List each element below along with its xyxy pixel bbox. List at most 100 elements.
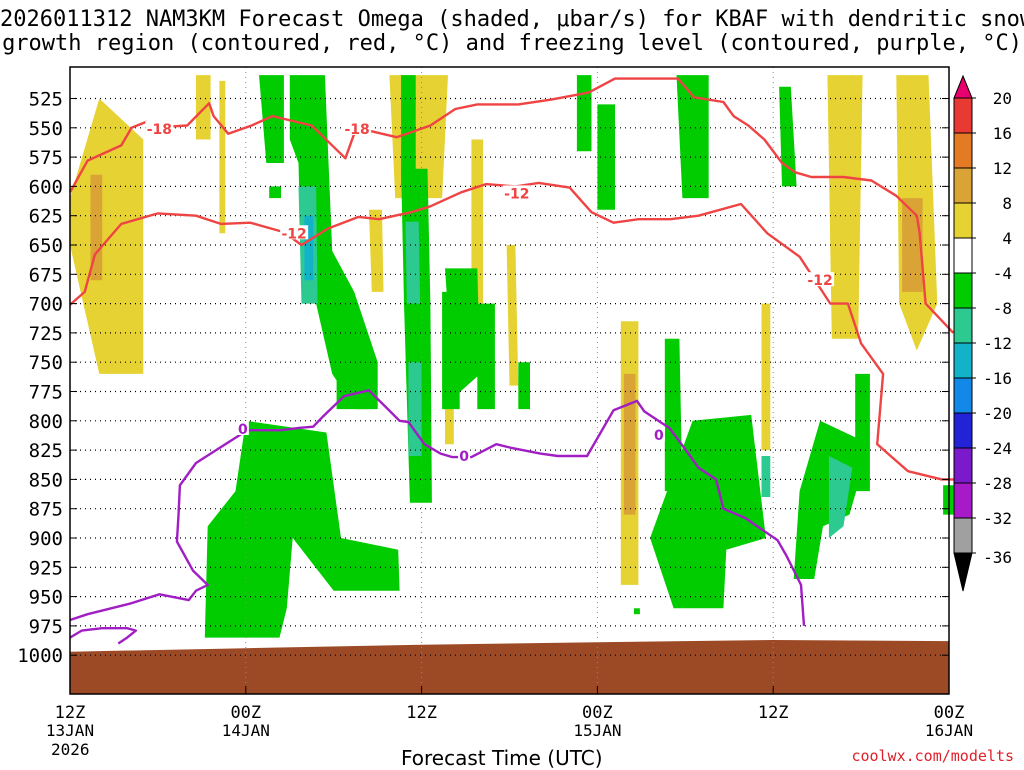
omega-shade-13 <box>623 373 636 515</box>
colorbar-top-triangle <box>953 74 973 99</box>
colorbar-swatch <box>953 447 973 484</box>
omega-shade-31 <box>779 86 797 187</box>
contour-label: 0 <box>238 422 248 438</box>
omega-shade-7 <box>506 245 519 386</box>
terrain-fill <box>70 640 949 694</box>
omega-shading <box>70 75 954 638</box>
x-tick-label: 12Z <box>406 703 437 723</box>
contour-label-bg <box>280 225 309 240</box>
y-tick-label: 950 <box>29 587 63 609</box>
y-tick-label: 675 <box>29 264 63 286</box>
omega-shade-25 <box>597 104 615 210</box>
omega-shade-12 <box>90 174 103 281</box>
y-axis: 525 550 575 600 625 650 675 700 725 750 775 800 825 8… <box>17 89 949 667</box>
colorbar-swatch <box>953 132 973 169</box>
contour-label: -18 <box>147 122 172 138</box>
y-tick-label: 975 <box>29 616 63 638</box>
x-tick-label: 00Z <box>582 703 613 723</box>
y-tick-label: 900 <box>29 528 63 550</box>
chart-title-line1: 2026011312 NAM3KM Forecast Omega (shaded… <box>0 7 1024 32</box>
y-tick-label: 525 <box>29 89 63 111</box>
y-tick-label: 600 <box>29 176 63 198</box>
contour-label: 0 <box>459 449 469 465</box>
colorbar-label: -20 <box>983 404 1012 423</box>
y-tick-label: 800 <box>29 411 63 433</box>
omega-shade-26 <box>676 75 709 199</box>
contour-label-bg <box>145 120 174 135</box>
colorbar-label: 12 <box>993 159 1012 178</box>
x-tick-date: 14JAN <box>222 721 270 740</box>
omega-shade-1 <box>196 75 211 140</box>
colorbar-swatch <box>953 412 973 449</box>
colorbar-swatch <box>953 307 973 344</box>
omega-shade-3 <box>368 209 384 292</box>
colorbar-swatch <box>953 237 973 274</box>
x-tick-date: 13JAN <box>46 721 94 740</box>
colorbar-swatch <box>953 272 973 309</box>
omega-shade-16 <box>269 186 281 199</box>
omega-shade-38 <box>408 362 422 456</box>
x-tick-label: 00Z <box>230 703 261 723</box>
colorbar-swatch <box>953 482 973 519</box>
omega-shade-10 <box>827 75 863 339</box>
colorbar-label: -24 <box>983 439 1012 458</box>
colorbar-label: 16 <box>993 124 1012 143</box>
omega-shade-22 <box>477 303 495 410</box>
omega-shade-0 <box>70 98 144 374</box>
omega-shade-15 <box>259 75 284 163</box>
omega-shade-21 <box>442 291 460 410</box>
colorbar-swatch <box>953 342 973 379</box>
terrain <box>70 640 949 694</box>
contour-label: -12 <box>281 226 306 242</box>
contour-label-bg <box>806 272 835 287</box>
y-tick-label: 650 <box>29 235 63 257</box>
y-tick-label: 575 <box>29 147 63 169</box>
y-tick-label: 925 <box>29 557 63 579</box>
colorbar-swatch <box>953 167 973 204</box>
colorbar-label: -8 <box>993 299 1012 318</box>
contour-label-bg <box>236 421 249 436</box>
y-tick-label: 1000 <box>17 645 63 667</box>
colorbar-swatch <box>953 202 973 239</box>
colorbar-label: -32 <box>983 509 1012 528</box>
colorbar-label: 20 <box>993 89 1012 108</box>
colorbar-swatch <box>953 517 973 554</box>
colorbar-label: -4 <box>993 264 1012 283</box>
y-tick-label: 725 <box>29 323 63 345</box>
contour-label: 0 <box>654 428 664 444</box>
omega-shade-33 <box>855 373 870 492</box>
colorbar-swatch <box>953 97 973 134</box>
omega-shade-39 <box>761 456 771 497</box>
y-tick-label: 825 <box>29 440 63 462</box>
omega-shade-30 <box>650 414 766 609</box>
omega-shade-27 <box>664 338 683 492</box>
omega-shade-40 <box>828 456 853 538</box>
plot-frame <box>69 66 950 695</box>
y-tick-label: 550 <box>29 118 63 140</box>
colorbar: 20 16 12 8 4 -4 -8 -12 -16 -20 -24 -28 -32 -36 <box>953 74 1012 592</box>
omega-shade-24 <box>576 75 592 152</box>
omega-shade-37 <box>405 221 421 304</box>
x-tick-label: 12Z <box>55 703 86 723</box>
y-tick-label: 775 <box>29 382 63 404</box>
x-tick-date: 15JAN <box>573 721 621 740</box>
contour-dgz-minus12 <box>69 181 954 481</box>
y-tick-label: 850 <box>29 469 63 491</box>
colorbar-bottom-triangle <box>953 552 973 592</box>
omega-shade-28 <box>204 420 400 638</box>
credit-text: coolwx.com/modelts <box>851 747 1014 765</box>
omega-shade-2 <box>219 80 226 234</box>
omega-shade-6 <box>471 139 484 304</box>
contour-freezing-level <box>69 389 806 626</box>
colorbar-label: -28 <box>983 474 1012 493</box>
y-tick-label: 625 <box>29 206 63 228</box>
omega-shade-17 <box>289 75 378 410</box>
contour-label: -12 <box>807 273 832 289</box>
contour-label-bg <box>458 447 471 462</box>
omega-shade-23 <box>518 362 530 410</box>
y-tick-label: 875 <box>29 499 63 521</box>
contour-label-bg <box>343 120 372 135</box>
x-axis-label: Forecast Time (UTC) <box>401 746 603 770</box>
x-tick-date: 16JAN <box>925 721 973 740</box>
